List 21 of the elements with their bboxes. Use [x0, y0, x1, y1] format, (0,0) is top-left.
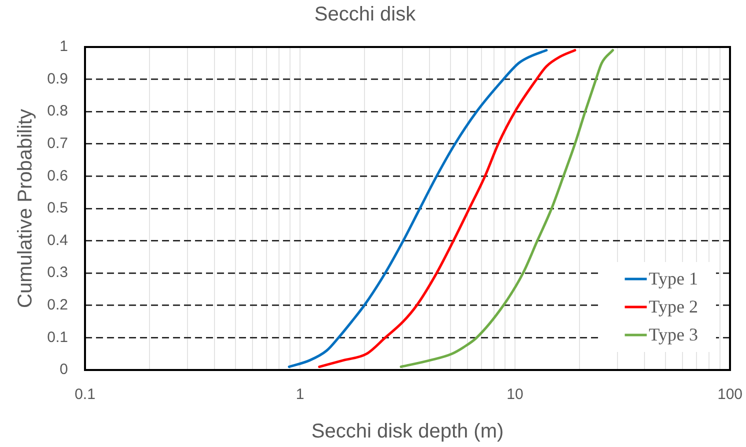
y-tick-label: 0	[60, 361, 68, 378]
legend-label: Type 1	[648, 268, 698, 289]
x-axis-title: Secchi disk depth (m)	[311, 420, 504, 443]
y-tick-label: 0.2	[47, 296, 68, 314]
x-tick-label: 100	[717, 386, 743, 404]
y-tick-label: 0.1	[47, 328, 68, 346]
y-tick-label: 0.7	[47, 135, 68, 152]
y-tick-label: 0.3	[47, 264, 68, 282]
y-tick-label: 0.9	[47, 70, 68, 88]
y-axis-title: Cumulative Probability	[14, 109, 37, 308]
y-tick-label: 0.6	[47, 167, 68, 184]
y-tick-label: 0.4	[47, 232, 68, 249]
y-tick-label: 0.8	[47, 102, 68, 120]
x-tick-label: 1	[296, 386, 304, 404]
y-tick-label: 0.5	[47, 200, 68, 217]
legend-label: Type 2	[648, 296, 698, 317]
y-tick-label: 1	[60, 38, 68, 56]
legend-label: Type 3	[648, 324, 698, 345]
x-tick-label: 0.1	[74, 386, 96, 404]
x-tick-label: 10	[506, 386, 524, 404]
chart-title: Secchi disk	[314, 4, 417, 26]
